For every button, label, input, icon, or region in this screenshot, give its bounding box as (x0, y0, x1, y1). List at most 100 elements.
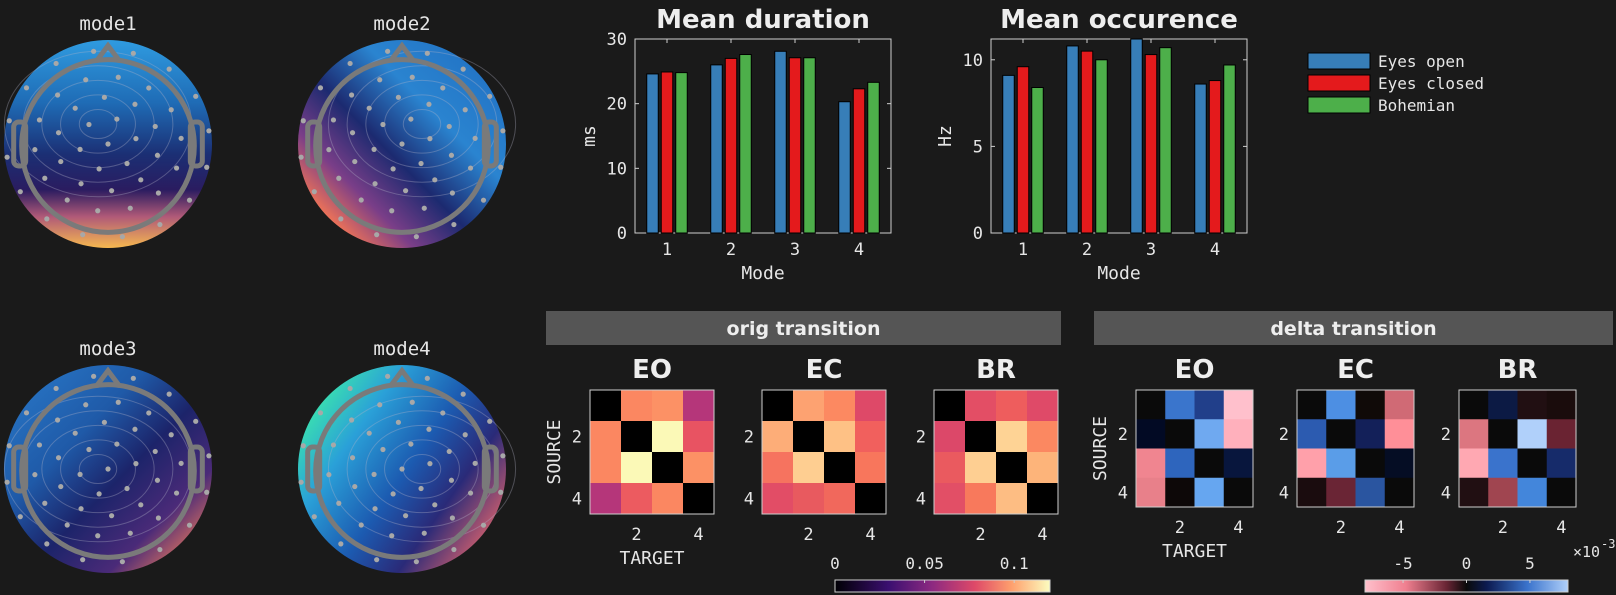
cell-r2-c1 (1136, 419, 1166, 449)
x-tick-label: 1 (662, 240, 672, 260)
electrode-dot (421, 205, 427, 211)
plot-axes-box (634, 38, 892, 234)
cell-r3-c2 (965, 452, 997, 484)
cell-r1-c4 (1027, 390, 1059, 422)
cell-r2-c3 (1194, 419, 1225, 449)
cell-r2-c1 (590, 421, 622, 453)
electrode-dot (115, 399, 121, 405)
y-tick-label: 4 (744, 490, 754, 510)
cell-r1-c4 (1223, 390, 1254, 420)
electrode-dot (152, 448, 158, 455)
bar-eyes-closed-mode1 (1016, 66, 1030, 234)
matrix-border (1135, 389, 1254, 508)
cell-r1-c2 (1165, 390, 1195, 420)
cell-r3-c3 (996, 452, 1028, 484)
electrode-dot (418, 160, 424, 167)
electrode-dot (96, 491, 102, 497)
electrode-dot (58, 483, 64, 490)
electrode-dot (138, 502, 144, 508)
cell-r1-c3 (1355, 390, 1386, 420)
cell-r3-c3 (824, 452, 856, 484)
electrode-dot (385, 48, 391, 54)
cell-r3-c3 (1517, 448, 1548, 479)
electrode-dot (4, 479, 10, 485)
matrix-border (933, 389, 1059, 515)
cell-r3-c4 (683, 452, 715, 484)
electrode-dot (467, 165, 474, 171)
colorbar-tick-label: 0 (1462, 554, 1472, 573)
electrode-dot (206, 453, 212, 459)
matrix-border (1296, 389, 1415, 508)
cell-r1-c1 (934, 390, 966, 422)
panel-header (1094, 311, 1613, 345)
electrode-dot (64, 522, 70, 528)
electrode-dot (101, 419, 107, 425)
y-axis-label: SOURCE (1090, 416, 1111, 481)
x-tick-label: 4 (1556, 518, 1566, 538)
legend-swatch (1307, 96, 1371, 114)
left-ear-outline (11, 444, 29, 494)
electrode-dot (440, 85, 446, 91)
cell-r1-c4 (683, 390, 715, 422)
x-tick-label: 2 (803, 525, 813, 545)
electrode-dot (372, 181, 378, 187)
x-axis-label: Mode (1097, 263, 1140, 284)
electrode-dot (399, 141, 405, 147)
y-tick-label: 0 (973, 224, 983, 244)
cell-r3-c1 (1136, 448, 1166, 479)
cell-r2-c4 (1384, 419, 1415, 449)
nose-outline (94, 41, 122, 64)
electrode-dot (58, 158, 64, 165)
electrode-dot (446, 123, 452, 130)
electrode-dot (500, 453, 506, 459)
matrix-title: EO (632, 355, 672, 385)
colorbar-tick-label: -5 (1393, 554, 1412, 573)
electrode-dot (193, 418, 199, 424)
electrode-dot (55, 455, 62, 461)
x-tick-label: 4 (1210, 240, 1220, 260)
electrode-dot (409, 399, 415, 405)
electrode-dot (77, 471, 83, 477)
cell-r2-c2 (1165, 419, 1195, 449)
cell-r2-c2 (1488, 419, 1518, 449)
electrode-dot (403, 188, 409, 194)
bar-chart-duration: Mean duration 0 10 20 30 1 2 3 4 Mode ms (579, 5, 892, 284)
electrode-dot (366, 105, 372, 111)
legend-swatch (1307, 52, 1371, 70)
electrode-dot (377, 402, 383, 408)
electrode-dot (336, 500, 342, 506)
electrode-dot (115, 74, 121, 80)
electrode-dot (448, 477, 455, 483)
cell-r3-c3 (1194, 448, 1225, 479)
y-tick-label: 10 (607, 159, 627, 179)
electrode-dot (298, 154, 304, 160)
electrode-dot (426, 101, 432, 107)
x-tick-label: 4 (693, 525, 703, 545)
electrode-dot (348, 92, 355, 98)
cell-r3-c1 (1459, 448, 1489, 479)
y-axis-label: SOURCE (544, 419, 565, 484)
electrode-dot (124, 485, 130, 492)
electrode-dot (154, 152, 161, 158)
matrix-border (761, 389, 887, 515)
electrode-dot (424, 375, 430, 381)
electrode-dot (204, 164, 210, 170)
cell-r3-c4 (1546, 448, 1577, 479)
cell-r1-c1 (1459, 390, 1489, 420)
electrode-dot (95, 208, 101, 214)
cell-r4-c4 (1027, 483, 1059, 515)
cell-r3-c3 (652, 452, 684, 484)
cell-r4-c1 (762, 483, 794, 515)
cell-r2-c1 (1297, 419, 1327, 449)
bar-eyes-open-mode3 (774, 50, 787, 234)
bar-eyes-open-mode1 (646, 73, 659, 234)
cell-r4-c2 (965, 483, 997, 515)
electrode-dot (72, 430, 78, 436)
electrode-dot (4, 154, 10, 160)
cell-r4-c4 (1546, 477, 1577, 508)
cell-r3-c1 (934, 452, 966, 484)
y-tick-label: 20 (607, 95, 627, 115)
electrode-dot (374, 232, 380, 238)
electrode-dot (480, 197, 487, 203)
cell-r1-c2 (965, 390, 997, 422)
